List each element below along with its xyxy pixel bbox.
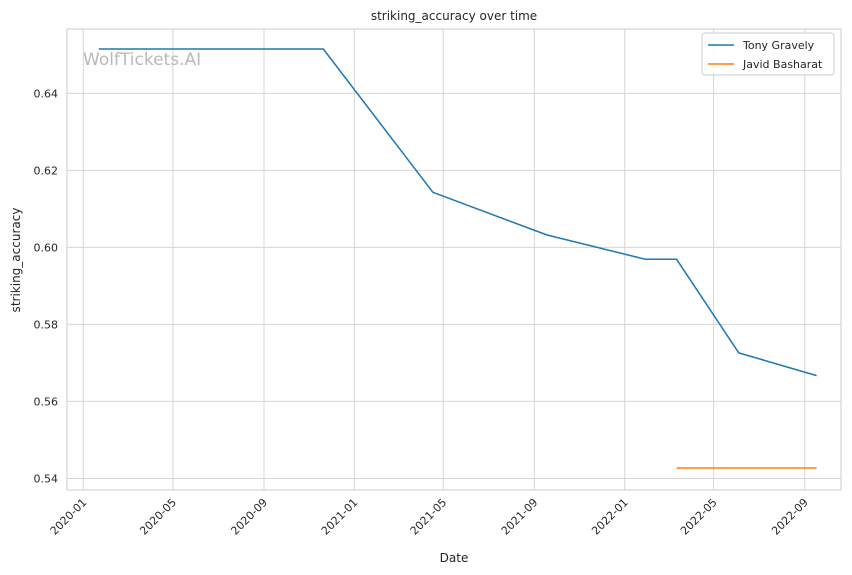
y-tick-label: 0.54 (34, 472, 59, 485)
legend-label-tony-gravely: Tony Gravely (742, 39, 815, 52)
grid-lines (67, 29, 841, 490)
series-lines (98, 48, 817, 469)
y-tick-label: 0.62 (34, 164, 59, 177)
y-tick-label: 0.64 (34, 87, 59, 100)
y-tick-label: 0.58 (34, 318, 59, 331)
x-axis-label: Date (440, 551, 469, 565)
legend-label-javid-basharat: Javid Basharat (742, 58, 823, 71)
watermark-text: WolfTickets.AI (83, 50, 201, 70)
y-tick-label: 0.60 (34, 241, 59, 254)
y-tick-label: 0.56 (34, 395, 59, 408)
legend: Tony Gravely Javid Basharat (701, 32, 835, 76)
chart-title: striking_accuracy over time (371, 9, 537, 23)
series-line-tony-gravely (98, 48, 817, 377)
plot-area-frame (66, 28, 842, 491)
y-axis-label: striking_accuracy (9, 208, 23, 313)
legend-box (701, 32, 835, 76)
y-axis-ticks: 0.54 0.56 0.58 0.60 0.62 0.64 (34, 87, 59, 485)
